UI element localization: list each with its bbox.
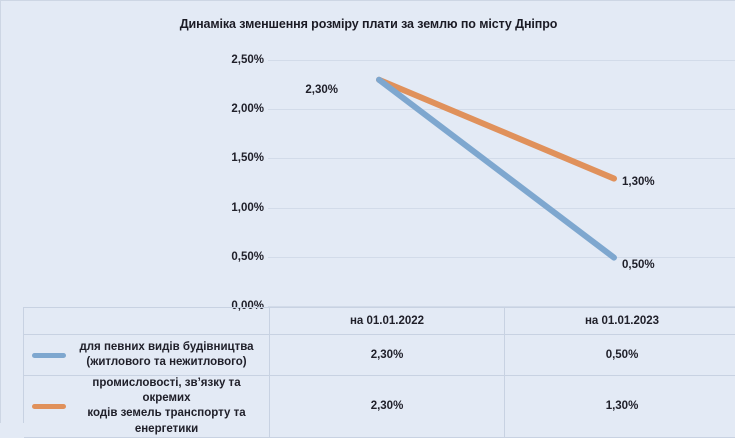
chart-title: Динаміка зменшення розміру плати за земл… bbox=[1, 17, 735, 31]
legend-label-line: кодів земель транспорту та bbox=[87, 407, 245, 419]
cell-industry-2023: 1,30% bbox=[505, 376, 735, 438]
cell-industry-2022: 2,30% bbox=[270, 376, 505, 438]
table-header-row: на 01.01.2022 на 01.01.2023 bbox=[24, 308, 735, 335]
table-header-2022: на 01.01.2022 bbox=[270, 308, 505, 335]
legend-swatch-icon bbox=[32, 404, 66, 409]
legend-label-line: енергетики bbox=[135, 423, 198, 435]
table-header-2023: на 01.01.2023 bbox=[505, 308, 735, 335]
cell-construction-2023: 0,50% bbox=[505, 335, 735, 376]
legend-label-line: для певних видів будівництва bbox=[79, 341, 253, 353]
legend-cell-construction: для певних видів будівництва (житлового … bbox=[24, 335, 270, 376]
legend-cell-industry: промисловості, зв’язку та окремих кодів … bbox=[24, 376, 270, 438]
line-series-industry bbox=[379, 80, 614, 179]
y-axis-tick-label: 2,50% bbox=[144, 54, 264, 66]
y-axis-tick-label: 1,00% bbox=[144, 202, 264, 214]
line-series-construction bbox=[379, 80, 614, 258]
cell-construction-2022: 2,30% bbox=[270, 335, 505, 376]
legend-label-line: (житлового та нежитлового) bbox=[86, 356, 246, 368]
data-table: на 01.01.2022 на 01.01.2023 для певних в… bbox=[23, 307, 735, 423]
legend-label-construction: для певних видів будівництва (житлового … bbox=[74, 340, 263, 370]
y-axis-tick-label: 1,50% bbox=[144, 152, 264, 164]
table-row: для певних видів будівництва (житлового … bbox=[24, 335, 735, 376]
legend-swatch-icon bbox=[32, 353, 66, 358]
data-label-start: 2,30% bbox=[305, 84, 338, 96]
legend-label-line: промисловості, зв’язку та окремих bbox=[92, 377, 240, 404]
table-header-blank bbox=[24, 308, 270, 335]
y-axis-tick-label: 2,00% bbox=[144, 103, 264, 115]
series-lines bbox=[268, 60, 735, 307]
plot-area: 2,50% 2,00% 1,50% 1,00% 0,50% 0,00% 2,30… bbox=[268, 60, 735, 307]
data-label-industry-end: 1,30% bbox=[622, 176, 655, 188]
legend-label-industry: промисловості, зв’язку та окремих кодів … bbox=[74, 376, 263, 437]
table-row: промисловості, зв’язку та окремих кодів … bbox=[24, 376, 735, 438]
data-label-construction-end: 0,50% bbox=[622, 259, 655, 271]
chart-container: Динаміка зменшення розміру плати за земл… bbox=[0, 0, 735, 423]
y-axis-tick-label: 0,50% bbox=[144, 251, 264, 263]
